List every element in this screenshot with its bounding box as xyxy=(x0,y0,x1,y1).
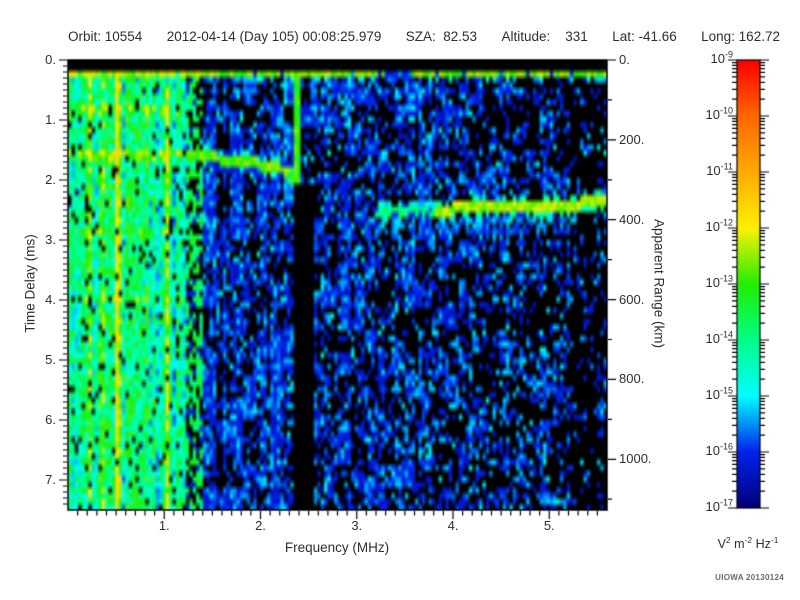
x-tick-label: 2. xyxy=(255,518,266,533)
ionogram-heatmap xyxy=(68,60,607,510)
right-tick-label: 600. xyxy=(619,291,645,307)
colorbar-units-label: V2 m-2 Hz-1 xyxy=(717,534,779,551)
x-axis-title: Frequency (MHz) xyxy=(284,540,390,555)
header-field: SZA: 82.53 xyxy=(405,29,478,44)
right-tick-label: 800. xyxy=(619,371,645,387)
colorbar-tick-label: 10-14 xyxy=(705,329,733,346)
header-info: Orbit: 10554 2012-04-14 (Day 105) 00:08:2… xyxy=(68,29,780,44)
header-field: Long: 162.72 xyxy=(701,29,780,44)
colorbar-tick-label: 10-12 xyxy=(705,217,733,234)
x-tick-label: 3. xyxy=(351,518,363,533)
colorbar-tick-label: 10-17 xyxy=(705,497,733,514)
x-tick-label: 4. xyxy=(447,518,459,533)
y-tick-label: 1. xyxy=(45,112,56,127)
y-tick-label: 5. xyxy=(45,352,56,367)
colorbar-tick-label: 10-13 xyxy=(705,273,733,290)
y-tick-label: 4. xyxy=(45,292,56,307)
right-tick-label: 1000. xyxy=(619,451,652,467)
right-tick-label: 400. xyxy=(619,211,645,227)
header-field: Altitude: 331 xyxy=(501,29,588,44)
x-tick-label: 1. xyxy=(158,518,170,533)
right-tick-label: 0. xyxy=(619,52,630,67)
colorbar-tick-label: 10-15 xyxy=(705,385,733,402)
header-field: 2012-04-14 (Day 105) 00:08:25.979 xyxy=(166,29,382,44)
colorbar-tick-label: 10-16 xyxy=(705,441,733,458)
right-tick-label: 200. xyxy=(619,131,645,147)
colorbar-tick-label: 10-11 xyxy=(706,161,733,178)
y-tick-label: 7. xyxy=(45,472,56,487)
y-tick-label: 6. xyxy=(45,412,56,427)
y-tick-label: 3. xyxy=(45,232,56,247)
credit-text: UIOWA 20130124 xyxy=(715,573,784,582)
y-tick-label: 0. xyxy=(45,52,56,67)
header-field: Orbit: 10554 xyxy=(68,29,143,44)
header-field: Lat: -41.66 xyxy=(612,29,677,44)
y-tick-label: 2. xyxy=(45,172,56,187)
x-tick-label: 5. xyxy=(543,518,555,533)
colorbar-tick-label: 10-10 xyxy=(705,105,733,122)
colorbar-tick-label: 10-9 xyxy=(710,49,733,66)
